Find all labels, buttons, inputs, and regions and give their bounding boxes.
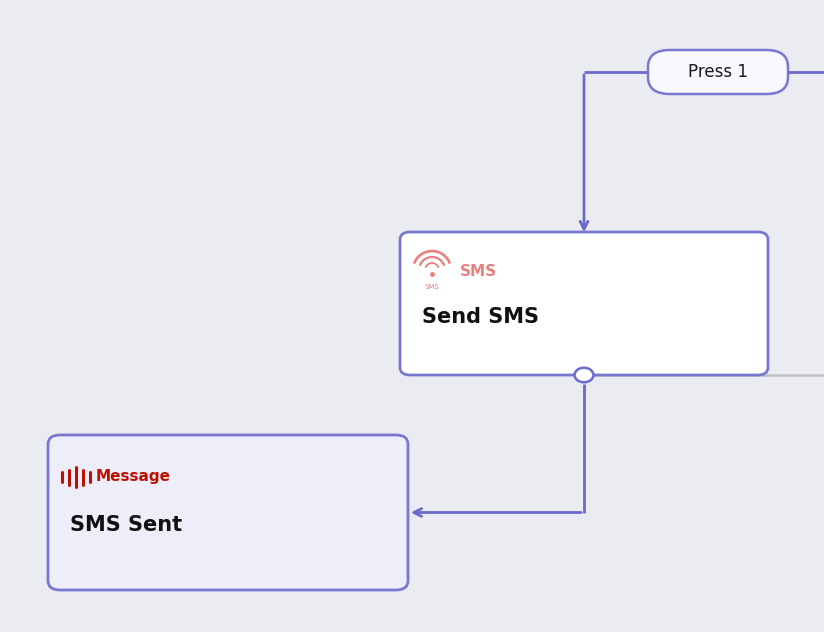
FancyBboxPatch shape [400,232,768,375]
Circle shape [574,368,593,382]
Text: Press 1: Press 1 [688,63,748,81]
FancyBboxPatch shape [648,50,788,94]
Text: Message: Message [96,470,171,485]
Text: SMS: SMS [460,265,497,279]
FancyBboxPatch shape [48,435,408,590]
Text: Send SMS: Send SMS [422,307,539,327]
Text: SMS: SMS [424,284,439,290]
Text: SMS Sent: SMS Sent [70,515,182,535]
